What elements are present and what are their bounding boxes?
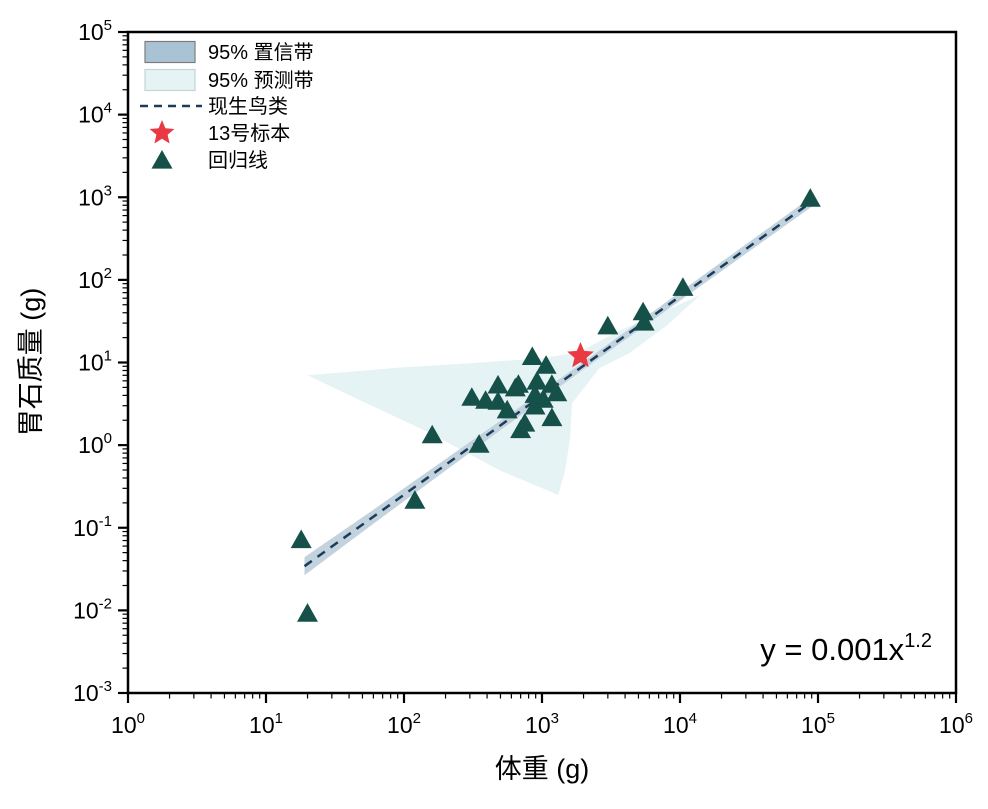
legend-label-prediction: 95% 预测带 [208,69,314,92]
triangle-data-point [487,391,509,410]
triangle-data-point [672,277,694,296]
prediction-band [307,295,701,495]
triangle-data-point [799,188,821,207]
triangle-data-point [461,387,483,406]
triangle-data-point [546,382,568,402]
triangle-data-point [521,346,543,365]
triangle-data-point [514,413,536,432]
x-tick-label: 102 [387,710,421,738]
y-tick-label: 10-3 [73,678,112,706]
triangle-data-point [421,424,443,444]
triangle-data-point [487,374,509,394]
legend: 95% 置信带 95% 预测带 现生鸟类 13号标本 回归线 [140,40,314,172]
legend-label-regression: 回归线 [208,149,268,172]
y-tick-label: 102 [78,265,112,293]
y-tick-label: 103 [78,182,112,210]
equation-annotation: y = 0.001x1.2 [760,630,932,667]
triangle-data-point [532,389,554,408]
extant-birds-dashed-line [303,200,813,568]
regression-line [303,200,813,568]
y-axis: 105 104 103 102 101 100 10-1 10-2 10-3 [73,17,128,706]
y-tick-label: 100 [78,430,112,458]
y-tick-label: 101 [78,348,112,376]
legend-label-specimen-13: 13号标本 [208,122,290,145]
triangle-data-point [404,490,426,509]
legend-item-confidence-band: 95% 置信带 [144,40,314,64]
triangle-data-point [290,529,312,549]
y-axis-label: 胃石质量 (g) [16,288,46,437]
legend-item-regression: 回归线 [151,149,268,172]
y-tick-label: 104 [78,100,112,128]
triangle-marker [151,150,173,169]
prediction-band-swatch [144,68,196,92]
triangle-data-point [297,603,318,622]
data-points [290,188,821,622]
legend-label-confidence: 95% 置信带 [208,41,314,64]
prediction-band-area [307,295,701,495]
equation-exponent: 1.2 [904,630,932,652]
triangle-data-point [496,399,518,419]
triangle-data-point [597,315,619,335]
legend-label-extant-birds: 现生鸟类 [208,95,288,118]
triangle-data-point [535,355,557,374]
equation-base: y = 0.001x [760,632,904,667]
x-tick-label: 103 [525,710,559,738]
specimen-star [567,342,594,368]
y-tick-label: 105 [78,17,112,45]
star-marker [149,120,175,144]
x-tick-label: 106 [939,710,973,738]
legend-item-specimen-13: 13号标本 [149,120,290,145]
y-tick-label: 10-2 [73,595,112,623]
x-tick-label: 101 [249,710,283,738]
triangle-data-point [526,371,548,390]
triangle-data-point [468,434,490,453]
triangle-data-point [632,301,654,321]
legend-item-extant-birds: 现生鸟类 [140,95,288,118]
y-tick-label: 10-1 [73,513,112,541]
triangle-data-point [507,374,529,393]
triangle-data-point [633,312,655,331]
x-axis-label: 体重 (g) [495,754,590,784]
x-tick-label: 104 [663,710,697,738]
x-tick-label: 105 [801,710,835,738]
legend-item-prediction-band: 95% 预测带 [144,68,314,92]
x-axis: 100 101 102 103 104 105 106 [111,693,973,738]
confidence-band-swatch [144,40,196,64]
plot-border [126,30,958,695]
triangle-data-point [541,407,563,427]
x-tick-label: 100 [111,710,145,738]
specimen-13-star [567,342,594,368]
